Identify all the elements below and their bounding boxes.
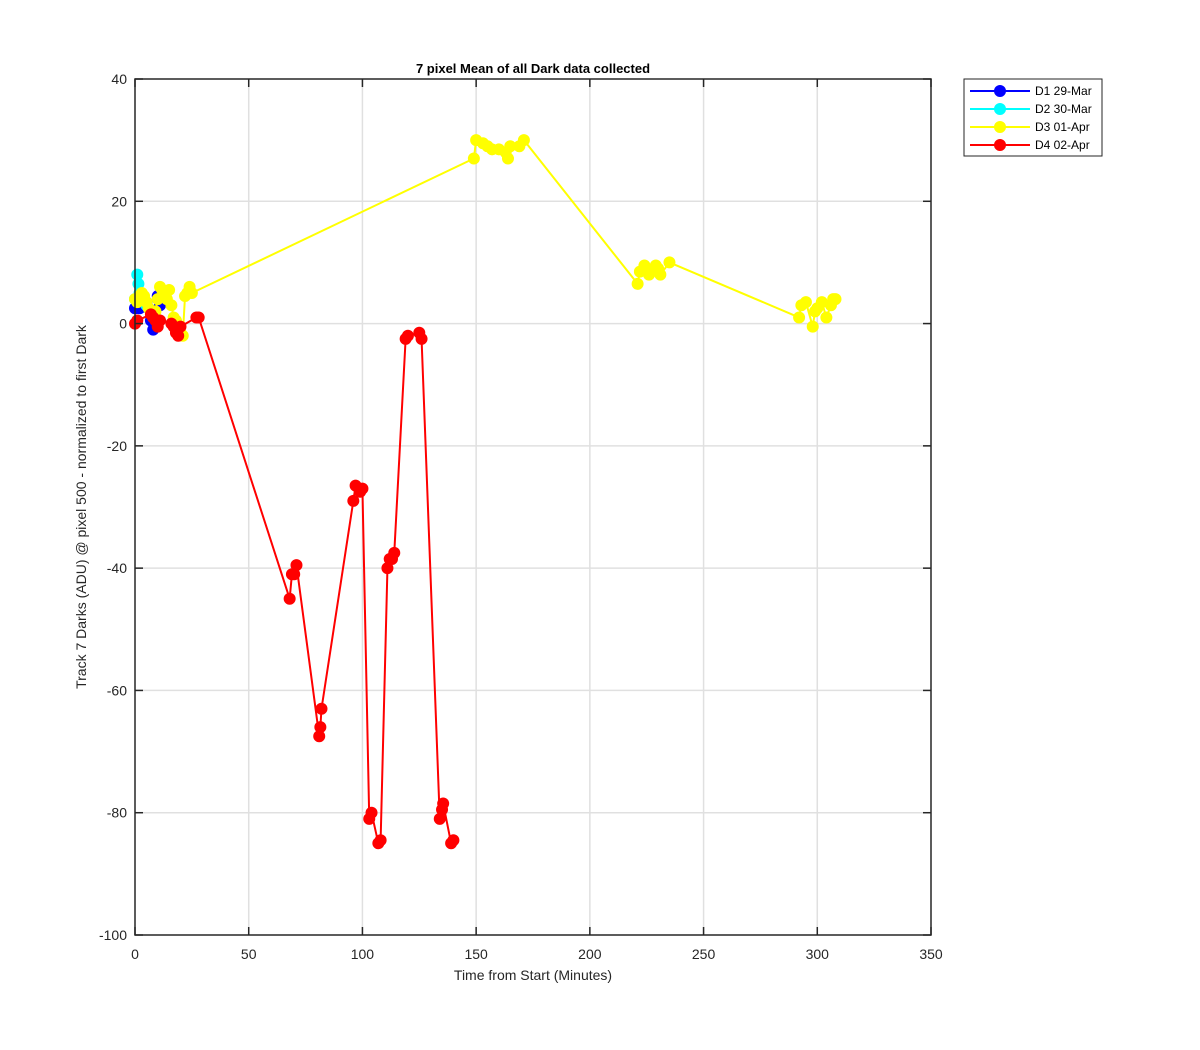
x-tick-label: 50 xyxy=(241,946,257,962)
data-point xyxy=(663,256,676,269)
data-point xyxy=(165,299,178,312)
data-point xyxy=(447,834,460,847)
data-point xyxy=(401,329,414,342)
y-axis-label: Track 7 Darks (ADU) @ pixel 500 - normal… xyxy=(73,324,89,689)
x-axis-label: Time from Start (Minutes) xyxy=(454,967,612,983)
data-point xyxy=(501,152,514,165)
x-tick-label: 200 xyxy=(578,946,602,962)
y-tick-label: 20 xyxy=(111,193,127,209)
data-point xyxy=(806,320,819,333)
y-tick-label: -40 xyxy=(107,560,127,576)
data-point xyxy=(185,287,198,299)
x-tick-label: 350 xyxy=(919,946,943,962)
data-point xyxy=(829,293,842,306)
legend-marker xyxy=(994,139,1006,151)
x-tick-label: 150 xyxy=(464,946,488,962)
data-point xyxy=(437,797,450,810)
legend-marker xyxy=(994,103,1006,115)
ticks: 0 50 100 150 200 250 300 350 -100 -80 -60 -40 -20 0 20… xyxy=(99,71,943,962)
series-layer xyxy=(129,134,842,850)
legend-marker xyxy=(994,121,1006,133)
grid xyxy=(135,79,931,935)
y-tick-label: 0 xyxy=(119,316,127,332)
data-point xyxy=(347,494,360,507)
y-tick-label: -80 xyxy=(107,805,127,821)
data-point xyxy=(517,134,530,147)
y-tick-label: -20 xyxy=(107,438,127,454)
data-point xyxy=(290,559,303,572)
y-tick-label: 40 xyxy=(111,71,127,87)
data-point xyxy=(154,314,167,327)
legend-label: D1 29-Mar xyxy=(1035,84,1092,98)
legend-label: D4 02-Apr xyxy=(1035,138,1090,152)
x-tick-label: 300 xyxy=(806,946,830,962)
data-point xyxy=(631,277,644,290)
axes-background xyxy=(135,79,931,935)
data-point xyxy=(315,702,328,715)
data-point xyxy=(365,806,378,819)
data-point xyxy=(163,283,176,296)
x-tick-label: 100 xyxy=(351,946,375,962)
axes-box xyxy=(134,78,932,936)
data-point xyxy=(793,311,806,324)
x-tick-label: 250 xyxy=(692,946,716,962)
legend: D1 29-Mar D2 30-Mar D3 01-Apr D4 02-Apr xyxy=(963,78,1103,157)
data-point xyxy=(374,834,387,847)
chart-title: 7 pixel Mean of all Dark data collected xyxy=(416,61,650,76)
data-point xyxy=(174,320,187,333)
series-3 xyxy=(129,134,842,342)
data-point xyxy=(192,311,205,324)
legend-label: D2 30-Mar xyxy=(1035,102,1092,116)
data-point xyxy=(415,332,428,345)
data-point xyxy=(131,314,144,327)
data-point xyxy=(820,311,833,324)
legend-label: D3 01-Apr xyxy=(1035,120,1090,134)
legend-marker xyxy=(994,85,1006,97)
y-tick-label: -60 xyxy=(107,682,127,698)
data-point xyxy=(356,482,369,495)
data-point xyxy=(799,296,812,309)
data-point xyxy=(283,592,296,605)
y-tick-label: -100 xyxy=(99,927,127,943)
data-point xyxy=(654,268,667,281)
data-point xyxy=(314,721,327,734)
x-tick-label: 0 xyxy=(131,946,139,962)
data-point xyxy=(467,152,480,165)
data-point xyxy=(388,546,401,559)
